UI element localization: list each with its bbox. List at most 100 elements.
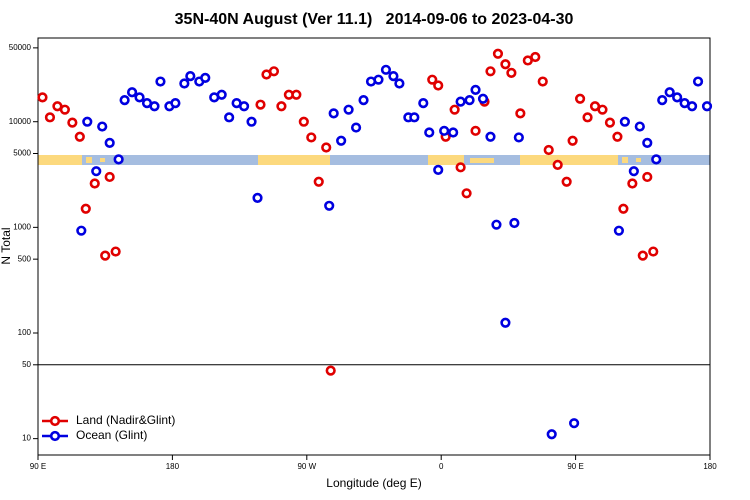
data-point: [37, 92, 48, 103]
data-point: [500, 317, 511, 328]
plot-frame: [37, 37, 711, 456]
data-point: [255, 99, 266, 110]
data-point: [618, 203, 629, 214]
data-point: [268, 66, 280, 77]
data-point: [597, 104, 608, 115]
data-point: [179, 78, 190, 89]
data-point: [574, 93, 586, 104]
data-point: [642, 171, 653, 183]
data-point: [455, 162, 466, 173]
data-point: [170, 98, 181, 109]
data-point: [634, 121, 645, 132]
x-tick-label: 90 E: [30, 462, 46, 471]
data-point: [104, 137, 115, 149]
x-tick-label: 90 E: [567, 462, 583, 471]
data-point: [552, 159, 563, 171]
data-point: [59, 104, 70, 115]
legend-marker: [49, 430, 61, 442]
data-point: [336, 135, 347, 146]
data-point: [91, 166, 102, 177]
data-point: [485, 131, 496, 142]
data-point: [321, 142, 332, 153]
y-tick-label: 1000: [13, 222, 31, 231]
data-point: [627, 178, 638, 189]
data-point: [604, 117, 616, 128]
data-point: [44, 112, 56, 123]
data-point: [513, 132, 524, 143]
data-point: [692, 76, 704, 87]
legend-label: Land (Nadir&Glint): [76, 413, 175, 427]
data-point: [394, 78, 405, 89]
data-point: [567, 135, 578, 146]
data-point: [672, 92, 683, 103]
data-point: [119, 95, 130, 106]
data-point: [500, 59, 511, 70]
y-tick-label: 5000: [13, 149, 31, 158]
data-point: [546, 429, 557, 440]
data-point: [200, 72, 211, 83]
data-point: [427, 74, 438, 85]
data-point: [686, 101, 698, 112]
y-tick-label: 50: [22, 360, 31, 369]
data-point: [388, 71, 399, 82]
data-point: [492, 48, 504, 59]
data-point: [537, 76, 548, 87]
data-point: [464, 95, 475, 106]
data-point: [216, 89, 227, 100]
data-point: [126, 87, 138, 98]
data-point: [470, 125, 481, 136]
data-point: [324, 200, 335, 211]
data-point: [582, 112, 593, 123]
y-tick-label: 100: [18, 328, 32, 337]
data-point: [491, 219, 502, 230]
data-point: [613, 225, 625, 236]
data-point: [224, 112, 235, 123]
x-tick-label: 0: [439, 462, 444, 471]
data-point: [477, 93, 489, 104]
data-point: [509, 217, 520, 229]
surface-mask-strip: [38, 155, 710, 165]
data-point: [252, 192, 263, 204]
data-point: [664, 87, 675, 98]
data-point: [185, 71, 196, 82]
data-point: [110, 246, 121, 257]
data-point: [343, 104, 354, 115]
data-point: [561, 176, 572, 187]
data-point: [113, 154, 124, 165]
data-point: [409, 112, 420, 123]
data-point: [373, 74, 384, 85]
data-point: [701, 101, 713, 112]
x-tick-label: 180: [166, 462, 180, 471]
y-tick-label: 10000: [9, 117, 32, 126]
data-point: [149, 101, 160, 112]
data-point: [82, 116, 93, 127]
data-point: [97, 121, 108, 132]
legend-marker: [49, 415, 61, 427]
data-point: [648, 246, 659, 257]
legend-label: Ocean (Glint): [76, 428, 147, 442]
data-point: [506, 67, 517, 78]
data-point: [276, 101, 287, 112]
data-point: [358, 95, 369, 106]
data-point: [104, 171, 115, 183]
data-point: [424, 127, 435, 138]
data-point: [306, 132, 317, 143]
data-point: [455, 96, 466, 107]
data-point: [448, 127, 459, 138]
data-point: [433, 80, 444, 91]
data-point: [530, 51, 541, 63]
data-point: [657, 95, 668, 106]
data-point: [291, 89, 302, 100]
data-point: [642, 137, 653, 149]
data-point: [80, 203, 91, 214]
data-point: [612, 131, 623, 142]
data-point: [619, 116, 630, 127]
data-point: [238, 101, 250, 112]
data-point: [433, 164, 444, 175]
data-point: [515, 108, 526, 119]
data-point: [298, 116, 309, 127]
y-tick-label: 10: [22, 434, 31, 443]
x-tick-label: 180: [703, 462, 717, 471]
data-point: [439, 125, 450, 136]
